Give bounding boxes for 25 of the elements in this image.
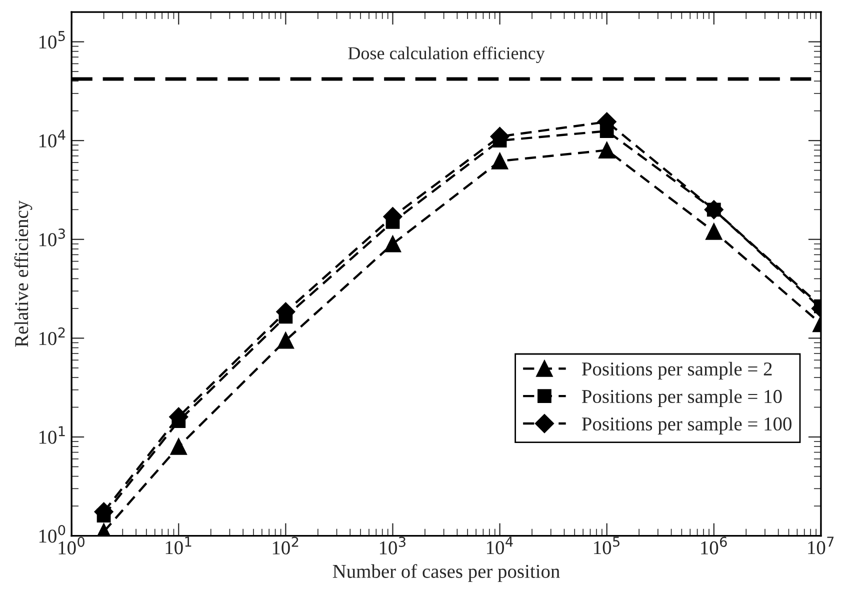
legend-label: Positions per sample = 10 — [582, 389, 782, 408]
y-tick-label: 10$^{1}$ — [39, 426, 65, 444]
y-tick-label: 10$^{2}$ — [39, 327, 65, 346]
x-axis-title: Number of cases per position — [332, 564, 560, 582]
ref-line-label: Dose calculation efficiency — [348, 46, 545, 64]
point — [706, 223, 722, 240]
y-tick-label: 10$^{5}$ — [39, 31, 65, 49]
point — [384, 236, 402, 252]
point — [170, 438, 187, 455]
x-tick-label: 10$^{0}$ — [58, 536, 84, 554]
y-tick-label: 10$^{3}$ — [39, 228, 65, 246]
legend-label: Positions per sample = 100 — [582, 416, 792, 434]
x-tick-label: 10$^{4}$ — [487, 536, 513, 554]
x-tick-label: 10$^{7}$ — [808, 536, 834, 554]
legend-label: Positions per sample = 2 — [582, 362, 772, 380]
y-axis-title: Relative efficiency — [14, 200, 32, 347]
x-tick-label: 10$^{6}$ — [701, 536, 727, 554]
x-tick-label: 10$^{1}$ — [166, 536, 192, 554]
x-tick-label: 10$^{3}$ — [380, 536, 406, 554]
point — [277, 332, 294, 349]
y-tick-label: 10$^{4}$ — [39, 130, 66, 148]
point — [598, 142, 616, 158]
x-tick-label: 10$^{5}$ — [594, 536, 620, 554]
x-tick-label: 10$^{2}$ — [272, 536, 298, 554]
point — [491, 152, 508, 170]
